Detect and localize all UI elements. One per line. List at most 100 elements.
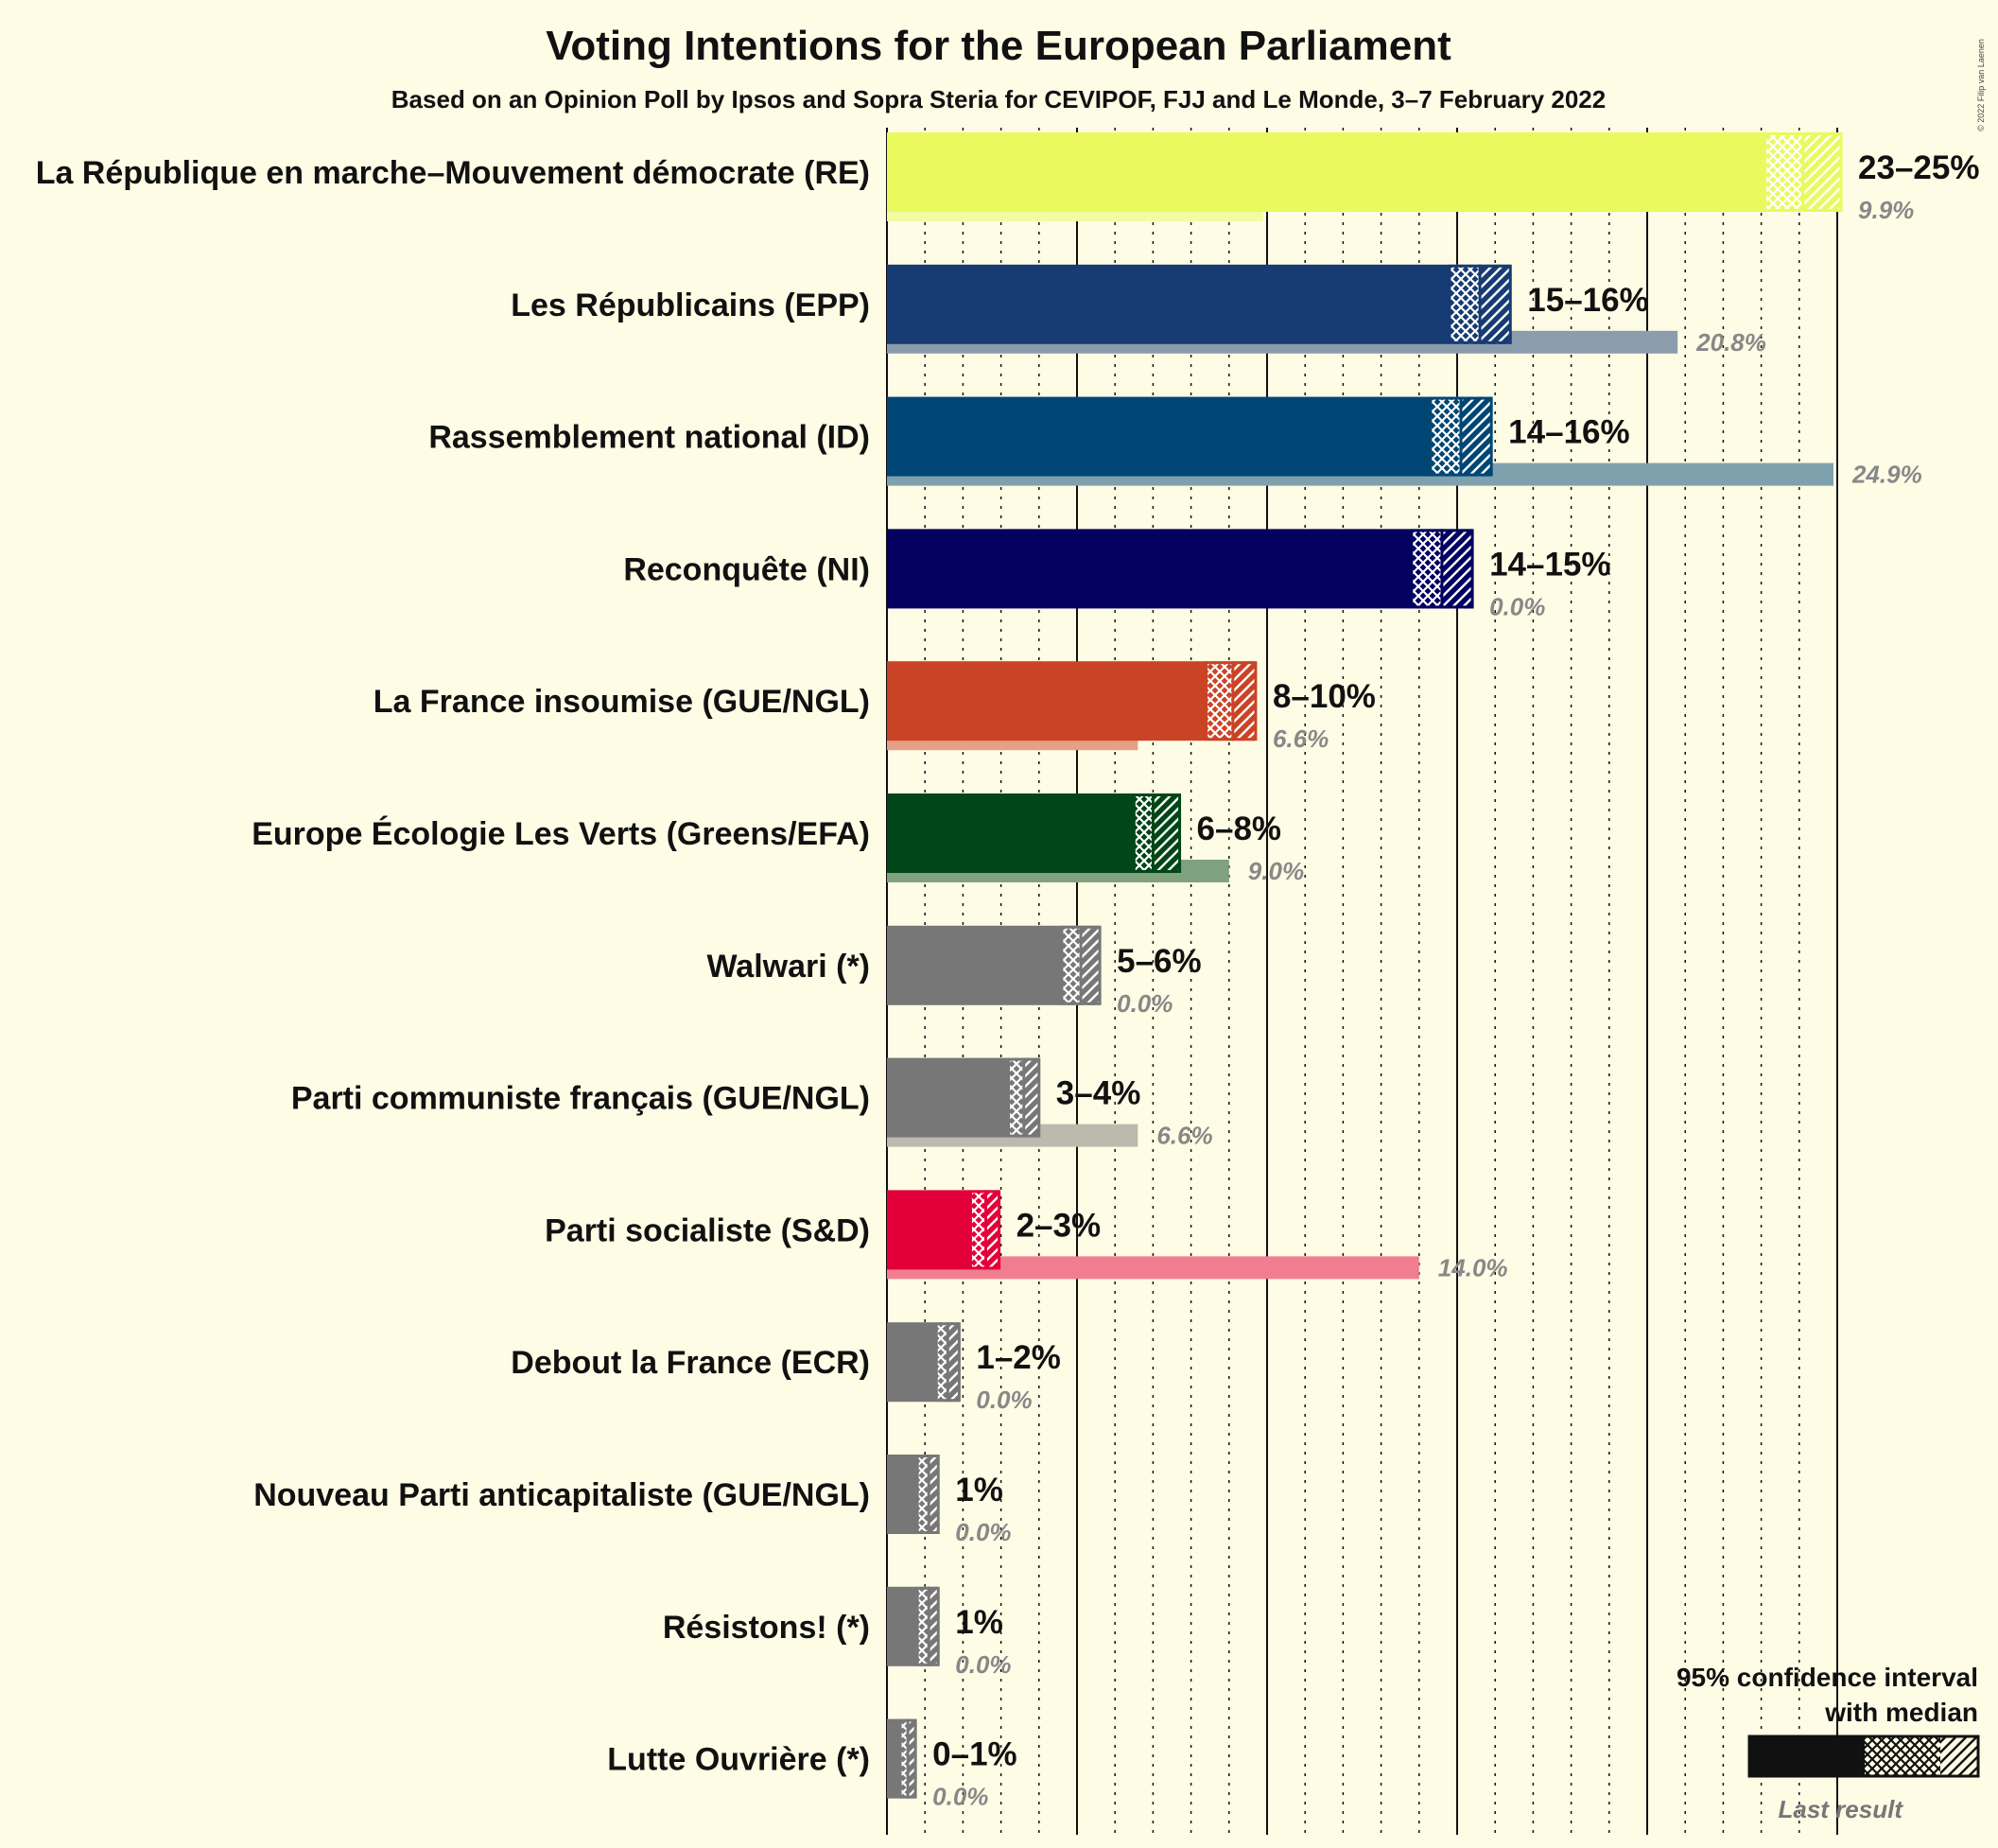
party-row: Les Républicains (EPP) 15–16% 20.8% bbox=[511, 264, 1766, 357]
bars: La République en marche–Mouvement démocr… bbox=[36, 132, 1979, 1811]
range-label: 14–16% bbox=[1508, 414, 1629, 451]
ci-lower-band bbox=[1411, 529, 1442, 609]
party-label: Reconquête (NI) bbox=[623, 551, 870, 587]
range-label: 14–15% bbox=[1489, 546, 1610, 583]
last-result-label: 6.6% bbox=[1156, 1122, 1212, 1150]
ci-upper-band bbox=[947, 1322, 960, 1403]
party-label: Parti socialiste (S&D) bbox=[545, 1212, 870, 1248]
ci-lower-band bbox=[970, 1190, 986, 1270]
ci-solid-bar bbox=[887, 1057, 1009, 1138]
ci-lower-band bbox=[917, 1586, 930, 1666]
range-label: 0–1% bbox=[932, 1736, 1017, 1773]
ci-solid-bar bbox=[887, 1322, 937, 1403]
party-row: Parti communiste français (GUE/NGL) 3–4% 6… bbox=[291, 1057, 1213, 1150]
range-label: 15–16% bbox=[1527, 282, 1648, 319]
ci-upper-band bbox=[1480, 264, 1511, 344]
party-row: Nouveau Parti anticapitaliste (GUE/NGL) 1… bbox=[253, 1455, 1012, 1546]
ci-lower-band bbox=[1430, 396, 1462, 477]
ci-upper-band bbox=[1081, 925, 1101, 1005]
legend-ci-crosshatch bbox=[1865, 1736, 1940, 1776]
range-label: 1–2% bbox=[976, 1339, 1061, 1376]
ci-upper-band bbox=[929, 1586, 939, 1666]
range-label: 3–4% bbox=[1056, 1075, 1141, 1112]
legend-ci-outline bbox=[1747, 1735, 1980, 1778]
party-label: Résistons! (*) bbox=[663, 1610, 870, 1646]
last-result-label: 0.0% bbox=[976, 1386, 1032, 1414]
ci-solid-bar bbox=[887, 1718, 901, 1799]
range-label: 23–25% bbox=[1858, 149, 1979, 186]
ci-upper-band bbox=[1441, 529, 1473, 609]
last-result-label: 14.0% bbox=[1438, 1253, 1508, 1281]
last-result-label: 0.0% bbox=[955, 1650, 1011, 1679]
chart-subtitle: Based on an Opinion Poll by Ipsos and So… bbox=[391, 85, 1606, 113]
range-label: 6–8% bbox=[1197, 811, 1282, 847]
ci-lower-band bbox=[1061, 925, 1082, 1005]
party-row: Parti socialiste (S&D) 2–3% 14.0% bbox=[545, 1190, 1508, 1281]
party-label: La France insoumise (GUE/NGL) bbox=[374, 684, 870, 720]
ci-lower-band bbox=[1008, 1057, 1024, 1138]
ci-solid-bar bbox=[887, 925, 1062, 1005]
ci-solid-bar bbox=[887, 396, 1431, 477]
legend-last-result-label: Last result bbox=[1779, 1795, 1904, 1823]
ci-lower-band bbox=[1449, 264, 1481, 344]
ci-solid-bar bbox=[887, 132, 1765, 212]
copyright-notice: © 2022 Filip van Laenen bbox=[1976, 39, 1986, 131]
ci-solid-bar bbox=[887, 264, 1450, 344]
ci-lower-band bbox=[900, 1718, 909, 1799]
ci-solid-bar bbox=[887, 1190, 971, 1270]
legend-ci-diag bbox=[1940, 1736, 1978, 1776]
party-label: Debout la France (ECR) bbox=[511, 1345, 870, 1381]
last-result-label: 9.9% bbox=[1858, 196, 1914, 224]
party-label: Rassemblement national (ID) bbox=[428, 420, 870, 456]
ci-upper-band bbox=[1232, 661, 1256, 741]
legend-title-line1: 95% confidence interval bbox=[1677, 1663, 1978, 1692]
last-result-label: 9.0% bbox=[1248, 857, 1304, 885]
legend-ci-solid bbox=[1749, 1736, 1865, 1776]
ci-upper-band bbox=[1461, 396, 1492, 477]
ci-outline bbox=[1132, 793, 1182, 873]
last-result-label: 24.9% bbox=[1851, 461, 1922, 489]
ci-upper-band bbox=[1023, 1057, 1039, 1138]
party-row: Lutte Ouvrière (*) 0–1% 0.0% bbox=[607, 1718, 1017, 1811]
ci-lower-band bbox=[1206, 661, 1233, 741]
party-row: Rassemblement national (ID) 14–16% 24.9% bbox=[428, 396, 1922, 489]
range-label: 1% bbox=[955, 1472, 1003, 1508]
ci-solid-bar bbox=[887, 661, 1207, 741]
party-label: Europe Écologie Les Verts (Greens/EFA) bbox=[252, 816, 870, 852]
party-row: La République en marche–Mouvement démocr… bbox=[36, 132, 1979, 224]
ci-upper-band bbox=[985, 1190, 999, 1270]
last-result-label: 20.8% bbox=[1695, 328, 1766, 357]
range-label: 1% bbox=[955, 1604, 1003, 1641]
ci-upper-band bbox=[929, 1455, 939, 1534]
ci-outline bbox=[1205, 661, 1258, 741]
last-result-label: 0.0% bbox=[955, 1518, 1011, 1546]
legend: 95% confidence interval with median Last… bbox=[1677, 1663, 1980, 1823]
last-result-label: 0.0% bbox=[932, 1783, 988, 1811]
range-label: 5–6% bbox=[1117, 943, 1202, 980]
legend-title-line2: with median bbox=[1824, 1698, 1978, 1727]
ci-solid-bar bbox=[887, 529, 1412, 609]
party-label: La République en marche–Mouvement démocr… bbox=[36, 155, 870, 191]
ci-solid-bar bbox=[887, 1455, 918, 1534]
party-row: Walwari (*) 5–6% 0.0% bbox=[706, 925, 1202, 1018]
ci-solid-bar bbox=[887, 793, 1135, 873]
last-result-label: 0.0% bbox=[1489, 592, 1545, 620]
chart-title: Voting Intentions for the European Parli… bbox=[546, 23, 1451, 69]
ci-upper-band bbox=[908, 1718, 916, 1799]
ci-lower-band bbox=[1764, 132, 1803, 212]
party-row: Reconquête (NI) 14–15% 0.0% bbox=[623, 529, 1611, 620]
party-row: Debout la France (ECR) 1–2% 0.0% bbox=[511, 1322, 1061, 1414]
party-row: La France insoumise (GUE/NGL) 8–10% 6.6% bbox=[374, 661, 1376, 753]
ci-upper-band bbox=[1802, 132, 1842, 212]
party-label: Lutte Ouvrière (*) bbox=[607, 1742, 870, 1778]
party-label: Nouveau Parti anticapitaliste (GUE/NGL) bbox=[253, 1477, 870, 1513]
party-row: Europe Écologie Les Verts (Greens/EFA) 6–… bbox=[252, 793, 1304, 885]
last-result-label: 0.0% bbox=[1117, 989, 1173, 1018]
ci-upper-band bbox=[1153, 793, 1180, 873]
last-result-label: 6.6% bbox=[1273, 724, 1329, 753]
party-label: Les Républicains (EPP) bbox=[511, 288, 870, 323]
ci-lower-band bbox=[917, 1455, 930, 1534]
party-label: Walwari (*) bbox=[706, 949, 870, 985]
ci-lower-band bbox=[936, 1322, 948, 1403]
